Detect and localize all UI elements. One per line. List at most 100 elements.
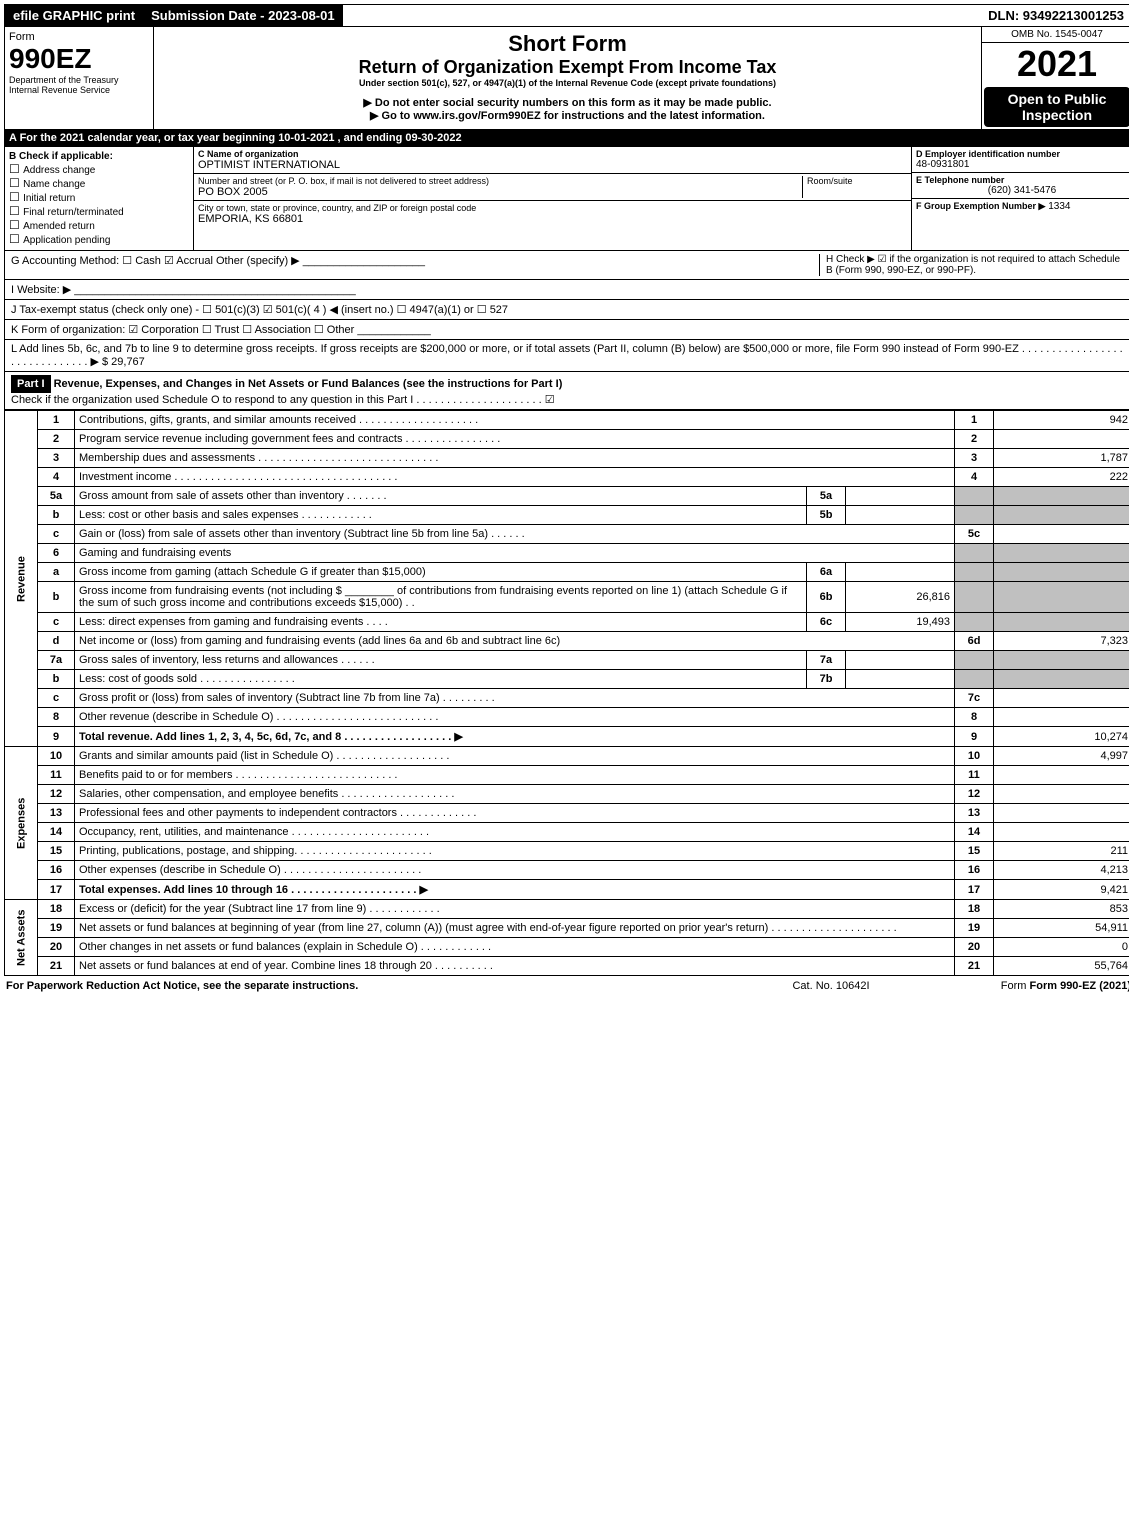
- line-5c-desc: Gain or (loss) from sale of assets other…: [75, 525, 955, 544]
- ssn-warning: ▶ Do not enter social security numbers o…: [158, 96, 977, 109]
- header-center: Short Form Return of Organization Exempt…: [154, 27, 981, 129]
- line-6-desc: Gaming and fundraising events: [75, 544, 955, 563]
- line-7c-desc: Gross profit or (loss) from sales of inv…: [75, 689, 955, 708]
- line-1-num: 1: [38, 411, 75, 430]
- form-title: Return of Organization Exempt From Incom…: [158, 57, 977, 78]
- line-4-num: 4: [38, 468, 75, 487]
- line-6b-desc: Gross income from fundraising events (no…: [75, 582, 807, 613]
- line-2-col: 2: [955, 430, 994, 449]
- line-18-amount: 853: [994, 900, 1129, 919]
- line-4-col: 4: [955, 468, 994, 487]
- line-5a-desc: Gross amount from sale of assets other t…: [75, 487, 807, 506]
- tax-year: 2021: [982, 43, 1129, 85]
- line-12-desc: Salaries, other compensation, and employ…: [75, 785, 955, 804]
- ein-label: D Employer identification number: [916, 149, 1128, 159]
- header-right: OMB No. 1545-0047 2021 Open to Public In…: [981, 27, 1129, 129]
- open-to-public: Open to Public Inspection: [984, 87, 1129, 127]
- chk-final-return[interactable]: ☐ Final return/terminated: [9, 204, 189, 218]
- line-2-amount: [994, 430, 1129, 449]
- row-k-organization: K Form of organization: ☑ Corporation ☐ …: [4, 320, 1129, 340]
- short-form-title: Short Form: [158, 31, 977, 57]
- line-8-desc: Other revenue (describe in Schedule O) .…: [75, 708, 955, 727]
- line-5b-desc: Less: cost or other basis and sales expe…: [75, 506, 807, 525]
- line-19-col: 19: [955, 919, 994, 938]
- goto-link[interactable]: ▶ Go to www.irs.gov/Form990EZ for instru…: [158, 109, 977, 122]
- line-2-desc: Program service revenue including govern…: [75, 430, 955, 449]
- line-5a-num: 5a: [38, 487, 75, 506]
- efile-print-button[interactable]: efile GRAPHIC print: [5, 5, 143, 26]
- line-5c-amount: [994, 525, 1129, 544]
- line-21-col: 21: [955, 957, 994, 976]
- c-name-label: C Name of organization: [198, 149, 907, 159]
- page-footer: For Paperwork Reduction Act Notice, see …: [4, 976, 1129, 996]
- line-5c-col: 5c: [955, 525, 994, 544]
- line-3-col: 3: [955, 449, 994, 468]
- row-g-accounting: G Accounting Method: ☐ Cash ☑ Accrual Ot…: [11, 254, 819, 276]
- rows-g-to-l: G Accounting Method: ☐ Cash ☑ Accrual Ot…: [4, 251, 1129, 372]
- line-7a-sub: 7a: [807, 651, 846, 670]
- phone-value: (620) 341-5476: [916, 185, 1128, 196]
- form-number: 990EZ: [9, 43, 149, 75]
- line-5a-sub: 5a: [807, 487, 846, 506]
- line-9-amount: 10,274: [994, 727, 1129, 747]
- b-label: B Check if applicable:: [9, 151, 189, 162]
- omb-number: OMB No. 1545-0047: [982, 27, 1129, 43]
- chk-name-change[interactable]: ☐ Name change: [9, 176, 189, 190]
- line-7c-col: 7c: [955, 689, 994, 708]
- line-9-col: 9: [955, 727, 994, 747]
- line-6a-sub: 6a: [807, 563, 846, 582]
- line-21-amount: 55,764: [994, 957, 1129, 976]
- section-bcd: B Check if applicable: ☐ Address change …: [4, 147, 1129, 251]
- line-8-col: 8: [955, 708, 994, 727]
- netassets-side-label: Net Assets: [5, 900, 38, 976]
- column-b-checkboxes: B Check if applicable: ☐ Address change …: [5, 147, 194, 250]
- line-6c-sub: 6c: [807, 613, 846, 632]
- chk-application-pending[interactable]: ☐ Application pending: [9, 232, 189, 246]
- chk-amended-return[interactable]: ☐ Amended return: [9, 218, 189, 232]
- line-7b-sub: 7b: [807, 670, 846, 689]
- phone-label: E Telephone number: [916, 175, 1128, 185]
- line-12-num: 12: [38, 785, 75, 804]
- line-7b-subamt: [846, 670, 955, 689]
- line-14-desc: Occupancy, rent, utilities, and maintena…: [75, 823, 955, 842]
- line-7a-subamt: [846, 651, 955, 670]
- line-1-amount: 942: [994, 411, 1129, 430]
- line-6b-subamt: 26,816: [846, 582, 955, 613]
- line-13-col: 13: [955, 804, 994, 823]
- line-2-num: 2: [38, 430, 75, 449]
- city-label: City or town, state or province, country…: [198, 203, 907, 213]
- line-11-amount: [994, 766, 1129, 785]
- line-19-desc: Net assets or fund balances at beginning…: [75, 919, 955, 938]
- footer-right: Form Form 990-EZ (2021): [931, 980, 1129, 992]
- line-6c-subamt: 19,493: [846, 613, 955, 632]
- line-9-num: 9: [38, 727, 75, 747]
- line-10-desc: Grants and similar amounts paid (list in…: [75, 747, 955, 766]
- line-5c-num: c: [38, 525, 75, 544]
- line-6a-subamt: [846, 563, 955, 582]
- row-i-website: I Website: ▶ ___________________________…: [4, 280, 1129, 300]
- group-label: F Group Exemption Number ▶: [916, 201, 1045, 211]
- line-11-col: 11: [955, 766, 994, 785]
- line-1-desc: Contributions, gifts, grants, and simila…: [75, 411, 955, 430]
- line-6c-desc: Less: direct expenses from gaming and fu…: [75, 613, 807, 632]
- line-6d-amount: 7,323: [994, 632, 1129, 651]
- line-14-amount: [994, 823, 1129, 842]
- line-6a-num: a: [38, 563, 75, 582]
- line-18-num: 18: [38, 900, 75, 919]
- line-7a-num: 7a: [38, 651, 75, 670]
- irs-label: Internal Revenue Service: [9, 85, 149, 95]
- line-8-num: 8: [38, 708, 75, 727]
- line-6d-desc: Net income or (loss) from gaming and fun…: [75, 632, 955, 651]
- line-13-num: 13: [38, 804, 75, 823]
- line-20-desc: Other changes in net assets or fund bala…: [75, 938, 955, 957]
- street-label: Number and street (or P. O. box, if mail…: [198, 176, 802, 186]
- chk-initial-return[interactable]: ☐ Initial return: [9, 190, 189, 204]
- line-11-desc: Benefits paid to or for members . . . . …: [75, 766, 955, 785]
- line-8-amount: [994, 708, 1129, 727]
- form-subtitle: Under section 501(c), 527, or 4947(a)(1)…: [158, 78, 977, 88]
- chk-address-change[interactable]: ☐ Address change: [9, 162, 189, 176]
- line-4-desc: Investment income . . . . . . . . . . . …: [75, 468, 955, 487]
- line-17-num: 17: [38, 880, 75, 900]
- line-9-desc: Total revenue. Add lines 1, 2, 3, 4, 5c,…: [75, 727, 955, 747]
- line-14-col: 14: [955, 823, 994, 842]
